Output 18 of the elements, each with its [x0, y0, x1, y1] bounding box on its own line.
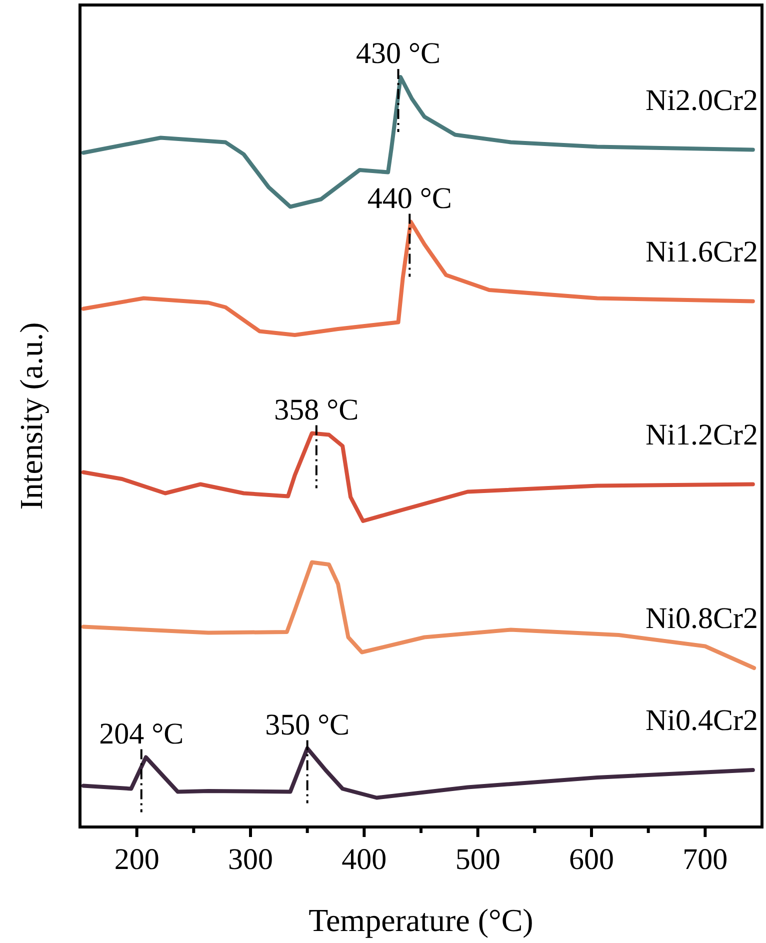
x-tick-label: 700	[682, 843, 728, 876]
series-label: Ni1.6Cr2	[646, 235, 758, 268]
series-label: Ni0.8Cr2	[646, 602, 758, 635]
x-tick-label: 400	[342, 843, 387, 876]
annotation: 440 °C	[367, 182, 452, 215]
x-tick-label: 300	[228, 843, 273, 876]
x-tick-label: 500	[455, 843, 500, 876]
x-tick-label: 600	[569, 843, 614, 876]
x-axis-title: Temperature (°C)	[308, 902, 534, 938]
series-label: Ni2.0Cr2	[646, 84, 758, 117]
x-tick-label: 200	[114, 843, 160, 876]
annotation: 430 °C	[356, 37, 441, 70]
series-label: Ni0.4Cr2	[646, 704, 758, 737]
series-label: Ni1.2Cr2	[646, 418, 758, 452]
annotation: 204 °C	[99, 717, 184, 750]
y-axis-title: Intensity (a.u.)	[13, 322, 49, 510]
annotation: 350 °C	[265, 708, 350, 742]
annotation: 358 °C	[274, 393, 359, 426]
